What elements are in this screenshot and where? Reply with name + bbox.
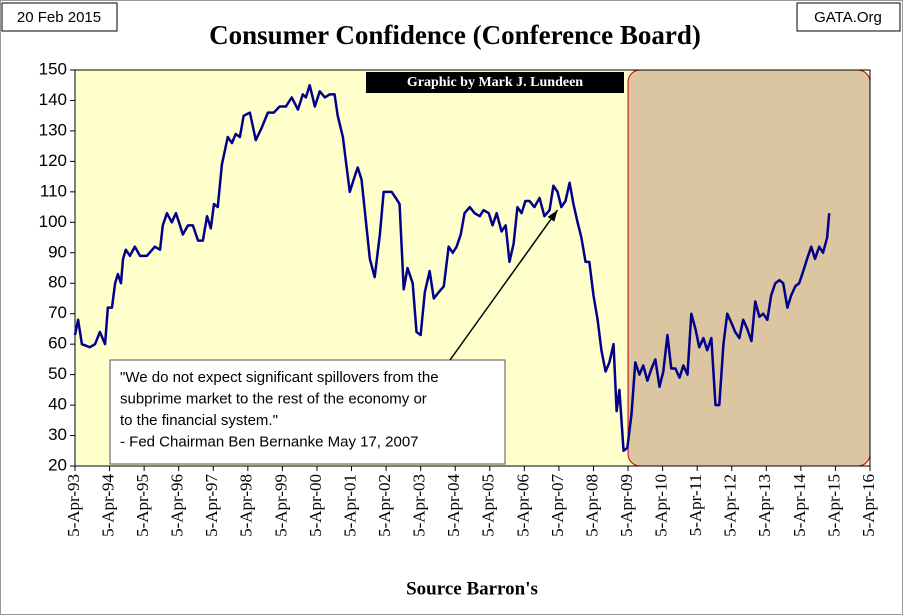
credit-box — [366, 72, 624, 93]
x-tick-label: 5-Apr-12 — [721, 474, 740, 537]
data-line — [73, 83, 831, 453]
arrow-head — [547, 210, 558, 222]
y-tick-label: 130 — [39, 120, 67, 139]
x-axis-title: Source Barron's — [406, 578, 538, 599]
date-label: 20 Feb 2015 — [17, 9, 101, 26]
y-tick-label: 140 — [39, 90, 67, 109]
y-tick-label: 80 — [48, 273, 67, 292]
x-tick-label: 5-Apr-02 — [375, 474, 394, 537]
x-tick-label: 5-Apr-05 — [479, 474, 498, 537]
x-tick-label: 5-Apr-06 — [513, 474, 532, 537]
site-label: GATA.Org — [814, 9, 882, 26]
x-tick-label: 5-Apr-04 — [444, 474, 463, 537]
annotation-text: to the financial system." — [120, 412, 278, 429]
y-tick-label: 90 — [48, 242, 67, 261]
annotation-box — [109, 359, 506, 465]
x-tick-label: 5-Apr-03 — [410, 474, 429, 537]
x-tick-label: 5-Apr-11 — [686, 474, 705, 536]
x-tick-label: 5-Apr-07 — [548, 474, 567, 537]
y-tick-label: 60 — [48, 334, 67, 353]
x-tick-label: 5-Apr-93 — [64, 474, 83, 537]
x-tick-label: 5-Apr-95 — [133, 474, 152, 537]
y-tick-label: 120 — [39, 151, 67, 170]
x-tick-label: 5-Apr-99 — [271, 474, 290, 537]
shaded-region — [627, 69, 871, 467]
x-tick-label: 5-Apr-15 — [824, 474, 843, 537]
x-tick-label: 5-Apr-13 — [755, 474, 774, 537]
x-tick-label: 5-Apr-10 — [652, 474, 671, 537]
x-tick-label: 5-Apr-01 — [340, 474, 359, 537]
x-tick-label: 5-Apr-16 — [859, 474, 878, 537]
y-tick-label: 40 — [48, 395, 67, 414]
annotation-text: subprime market to the rest of the econo… — [120, 390, 427, 407]
x-tick-label: 5-Apr-08 — [582, 474, 601, 537]
plot-border — [74, 69, 871, 467]
x-tick-label: 5-Apr-97 — [202, 474, 221, 537]
y-tick-label: 30 — [48, 425, 67, 444]
annotation-text: - Fed Chairman Ben Bernanke May 17, 2007 — [120, 433, 419, 450]
y-tick-label: 150 — [39, 59, 67, 78]
y-tick-label: 70 — [48, 303, 67, 322]
x-tick-label: 5-Apr-00 — [306, 474, 325, 537]
credit-label: Graphic by Mark J. Lundeen — [407, 75, 583, 90]
x-tick-label: 5-Apr-96 — [168, 474, 187, 537]
annotation-arrow — [449, 209, 559, 361]
x-tick-label: 5-Apr-14 — [790, 474, 809, 537]
site-box — [796, 2, 901, 32]
annotation-text: "We do not expect significant spillovers… — [120, 369, 439, 386]
x-tick-label: 5-Apr-09 — [617, 474, 636, 537]
x-tick-label: 5-Apr-98 — [237, 474, 256, 537]
y-tick-label: 50 — [48, 364, 67, 383]
chart-title: Consumer Confidence (Conference Board) — [209, 20, 701, 50]
y-tick-label: 100 — [39, 212, 67, 231]
y-tick-label: 20 — [48, 455, 67, 474]
y-tick-label: 110 — [40, 181, 67, 200]
date-box — [1, 2, 118, 32]
x-tick-label: 5-Apr-94 — [98, 474, 117, 537]
